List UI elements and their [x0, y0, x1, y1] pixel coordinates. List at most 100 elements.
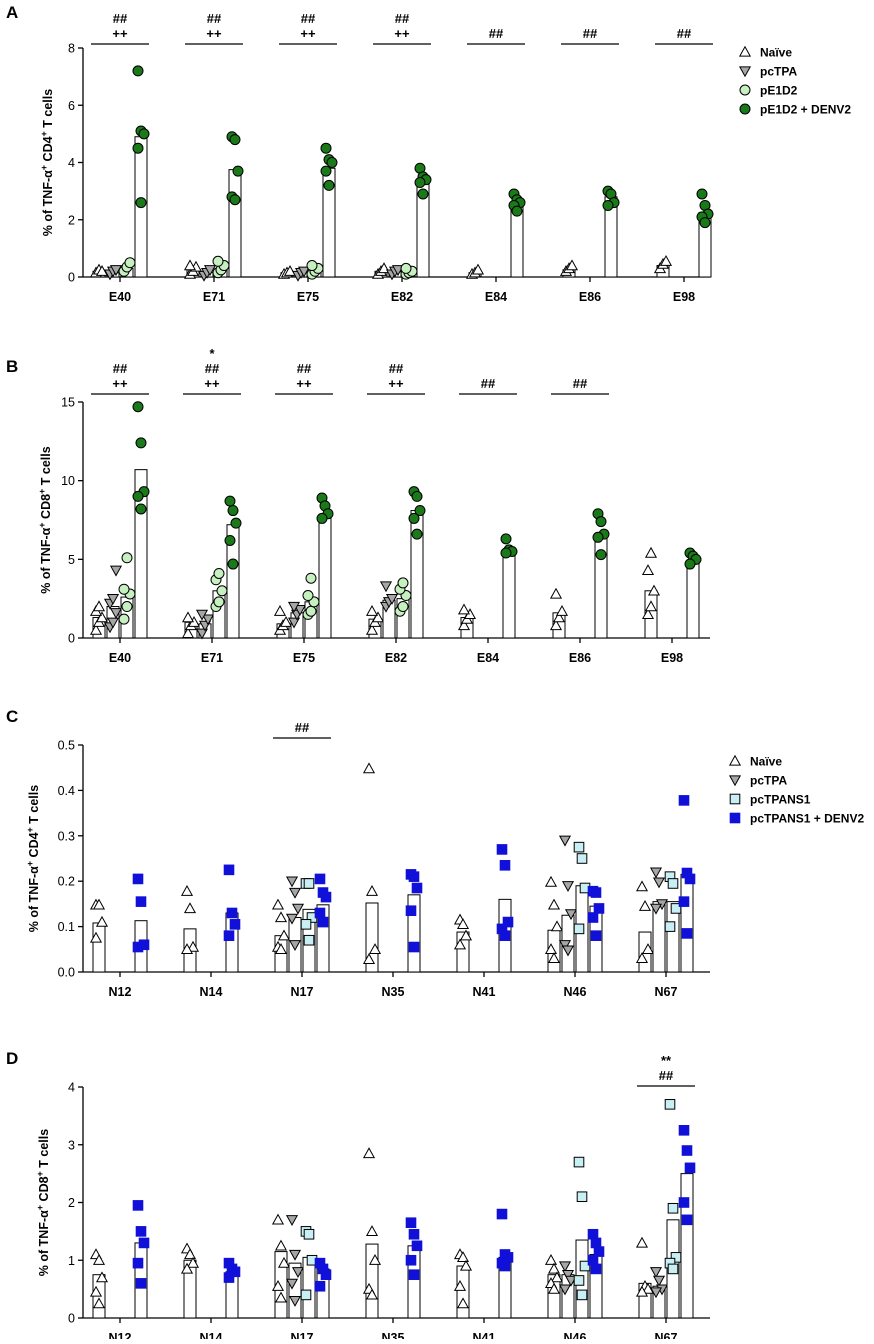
data-point [649, 867, 663, 879]
y-tick-label: 0 [68, 271, 75, 285]
data-point [664, 1099, 676, 1110]
data-point [124, 257, 136, 269]
data-point [667, 1263, 679, 1275]
data-point [635, 952, 649, 964]
y-axis-label-part: α [37, 1210, 51, 1218]
data-point [499, 860, 511, 871]
x-tick-label: N41 [473, 985, 496, 999]
panel-letter: A [6, 3, 18, 22]
data-point [89, 931, 103, 943]
data-point [213, 596, 225, 608]
data-point [288, 940, 302, 951]
y-tick-label: 0.5 [58, 739, 75, 753]
significance-text: ## [207, 11, 222, 26]
data-point [595, 549, 607, 561]
legend-marker [739, 103, 751, 115]
significance-text: ## [295, 720, 310, 735]
y-axis-label-part: % of TNF- [37, 1218, 51, 1276]
data-point [183, 902, 197, 914]
data-point [297, 266, 311, 278]
data-point [118, 613, 130, 625]
data-point [132, 65, 144, 77]
data-point [317, 916, 329, 928]
data-point [216, 585, 228, 597]
data-point [181, 627, 195, 638]
significance-marker: ## [459, 376, 517, 395]
y-axis-label-part: T cells [39, 446, 53, 488]
data-point [291, 903, 305, 915]
y-tick-label: 1 [68, 1254, 75, 1268]
data-point [496, 1208, 508, 1220]
data-point [644, 600, 658, 612]
data-point [180, 1262, 194, 1274]
y-axis-label-part: + [35, 1205, 45, 1210]
data-point [667, 878, 679, 889]
y-axis-label: % of TNF-α+ CD8+ T cells [37, 446, 53, 593]
x-tick-label: E71 [203, 290, 225, 304]
data-point [573, 1156, 585, 1168]
data-point [471, 263, 485, 275]
y-axis-label-part: CD4 [41, 136, 55, 165]
data-point [547, 1282, 561, 1294]
category-n17: N17 [271, 1213, 332, 1344]
data-point [652, 1275, 666, 1287]
data-point [499, 930, 511, 941]
significance-text: ## [659, 1068, 674, 1083]
data-point [405, 1217, 417, 1229]
data-point [385, 594, 399, 605]
category-e84: E84 [465, 188, 526, 304]
data-point [305, 605, 317, 617]
data-point [408, 1228, 420, 1240]
y-axis-label-part: CD8 [37, 1176, 51, 1205]
data-point [368, 943, 382, 954]
data-point [180, 943, 194, 954]
data-point [457, 619, 471, 631]
data-point [288, 887, 302, 899]
bar-mean [92, 922, 106, 973]
data-point [89, 623, 103, 635]
category-n12: N12 [89, 1200, 150, 1344]
y-tick-label: 2 [68, 213, 75, 227]
legend-label: Naïve [750, 755, 782, 769]
data-point [641, 1282, 655, 1294]
x-tick-label: E84 [477, 651, 499, 665]
category-n14: N14 [180, 864, 241, 999]
data-point [414, 505, 426, 517]
data-point [664, 921, 676, 932]
data-point [183, 1248, 197, 1260]
significance-text: ## [583, 26, 598, 41]
legend-label: Naïve [760, 46, 792, 60]
panel-letter: B [6, 357, 18, 376]
data-point [118, 583, 130, 595]
data-point [92, 898, 106, 910]
data-point [229, 134, 241, 146]
data-point [573, 923, 585, 935]
data-point [573, 841, 585, 853]
data-point [644, 546, 658, 558]
data-point [95, 265, 109, 276]
data-point [371, 611, 385, 623]
data-point [365, 605, 379, 616]
legend-label: pcTPA [750, 774, 787, 788]
legend: Naïve pcTPA pcTPANS1 pcTPANS1 + DENV2 [728, 755, 864, 826]
data-point [303, 878, 315, 889]
data-point [303, 934, 315, 946]
data-point [229, 919, 241, 930]
data-point [457, 603, 471, 615]
x-tick-label: N14 [200, 1331, 223, 1339]
data-point [300, 1289, 312, 1301]
data-point [226, 907, 238, 919]
significance-marker: ## [467, 26, 525, 45]
bar-mean [680, 873, 694, 973]
bar-mean [502, 549, 516, 639]
x-tick-label: N67 [655, 985, 678, 999]
y-axis-label-part: + [37, 522, 47, 527]
significance-text: ++ [112, 376, 128, 391]
data-point [291, 1267, 305, 1279]
data-point [362, 1147, 376, 1159]
data-point [552, 611, 566, 623]
data-point [459, 1259, 473, 1271]
data-point [649, 903, 663, 915]
data-point [678, 1125, 690, 1136]
